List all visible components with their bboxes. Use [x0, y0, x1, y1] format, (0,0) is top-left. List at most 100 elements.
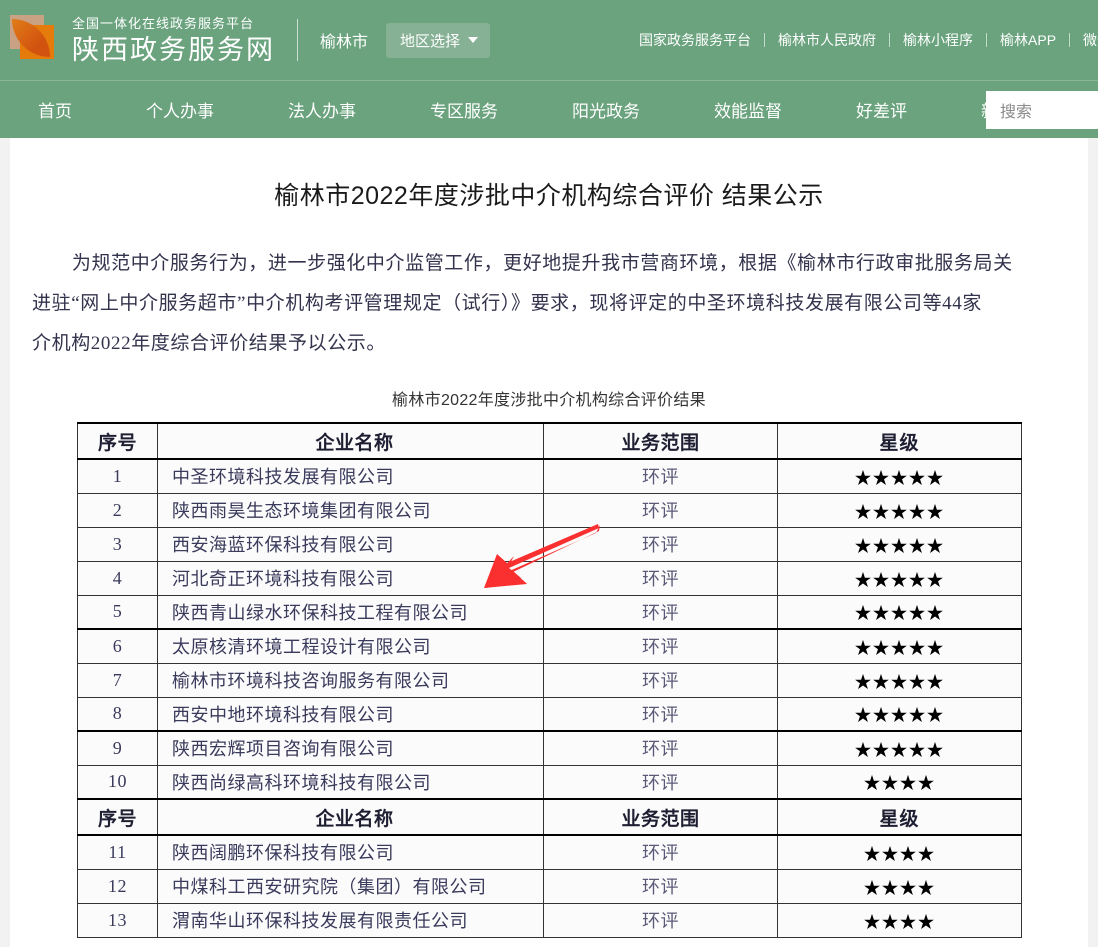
cell-index: 9: [77, 730, 158, 766]
table-row: 2 陕西雨昊生态环境集团有限公司 环评 ★★★★★: [77, 492, 1022, 528]
table-row: 6 太原核清环境工程设计有限公司 环评 ★★★★★: [77, 628, 1022, 664]
nav-item-home[interactable]: 首页: [38, 102, 72, 121]
region-select-button[interactable]: 地区选择: [386, 22, 491, 58]
cell-name: 太原核清环境工程设计有限公司: [157, 628, 544, 664]
region-select-label: 地区选择: [400, 32, 461, 50]
cell-scope: 环评: [543, 560, 778, 596]
top-link-miniprogram[interactable]: 榆林小程序: [903, 32, 974, 48]
cell-scope: 环评: [543, 662, 778, 698]
column-header-scope: 业务范围: [543, 422, 778, 460]
column-header-scope: 业务范围: [543, 798, 778, 836]
cell-name: 西安中地环境科技有限公司: [157, 696, 544, 732]
cell-scope: 环评: [543, 902, 778, 938]
results-table-wrapper: 序号 企业名称 业务范围 星级 1 中圣环境科技发展有限公司 环评 ★★★★★ …: [77, 422, 1022, 938]
table-row: 3 西安海蓝环保科技有限公司 环评 ★★★★★: [77, 526, 1022, 562]
cell-index: 5: [77, 594, 158, 630]
article-container: 榆林市2022年度涉批中介机构综合评价 结果公示 为规范中介服务行为，进一步强化…: [10, 138, 1088, 947]
cell-index: 1: [77, 458, 158, 494]
cell-scope: 环评: [543, 868, 778, 904]
column-header-stars: 星级: [777, 422, 1022, 460]
table-row: 7 榆林市环境科技咨询服务有限公司 环评 ★★★★★: [77, 662, 1022, 698]
cell-name: 渭南华山环保科技发展有限责任公司: [157, 902, 544, 938]
leaf-logo-icon[interactable]: [8, 12, 60, 68]
cell-scope: 环评: [543, 834, 778, 870]
search-placeholder-label: 搜索: [1000, 104, 1033, 121]
cell-scope: 环评: [543, 526, 778, 562]
cell-index: 13: [77, 902, 158, 938]
table-row: 5 陕西青山绿水环保科技工程有限公司 环评 ★★★★★: [77, 594, 1022, 630]
table-row: 12 中煤科工西安研究院（集团）有限公司 环评 ★★★★: [77, 868, 1022, 904]
top-link-yulin-gov[interactable]: 榆林市人民政府: [778, 32, 877, 48]
cell-scope: 环评: [543, 594, 778, 630]
chevron-down-icon: [468, 37, 479, 43]
top-link-separator: [986, 33, 988, 47]
cell-stars: ★★★★: [777, 834, 1022, 870]
site-header: 全国一体化在线政务服务平台 陕西政务服务网 榆林市 地区选择 国家政务服务平台 …: [0, 0, 1098, 80]
brand-block: 全国一体化在线政务服务平台 陕西政务服务网: [72, 15, 275, 66]
cell-stars: ★★★★: [777, 868, 1022, 904]
article-line-3: 介机构2022年度综合评价结果予以公示。: [32, 333, 387, 354]
nav-item-sunshine[interactable]: 阳光政务: [572, 102, 640, 121]
table-row: 11 陕西阔鹏环保科技有限公司 环评 ★★★★: [77, 834, 1022, 870]
column-header-stars: 星级: [777, 798, 1022, 836]
table-row: 13 渭南华山环保科技发展有限责任公司 环评 ★★★★: [77, 902, 1022, 938]
cell-name: 河北奇正环境科技有限公司: [157, 560, 544, 596]
cell-index: 8: [77, 696, 158, 732]
cell-stars: ★★★★: [777, 764, 1022, 800]
cell-name: 陕西宏辉项目咨询有限公司: [157, 730, 544, 766]
column-header-index: 序号: [77, 422, 158, 460]
table-row: 9 陕西宏辉项目咨询有限公司 环评 ★★★★★: [77, 730, 1022, 766]
top-link-separator: [1069, 33, 1071, 47]
cell-stars: ★★★★★: [777, 594, 1022, 630]
table-row: 8 西安中地环境科技有限公司 环评 ★★★★★: [77, 696, 1022, 732]
cell-index: 7: [77, 662, 158, 698]
top-link-national-platform[interactable]: 国家政务服务平台: [639, 32, 752, 48]
cell-scope: 环评: [543, 492, 778, 528]
top-link-separator: [889, 33, 891, 47]
cell-scope: 环评: [543, 764, 778, 800]
cell-stars: ★★★★★: [777, 458, 1022, 494]
cell-name: 陕西青山绿水环保科技工程有限公司: [157, 594, 544, 630]
top-link-wechat[interactable]: 微信公众号: [1083, 32, 1098, 48]
cell-stars: ★★★★: [777, 902, 1022, 938]
cell-stars: ★★★★★: [777, 662, 1022, 698]
nav-item-review[interactable]: 好差评: [856, 102, 907, 121]
table-row: 4 河北奇正环境科技有限公司 环评 ★★★★★: [77, 560, 1022, 596]
table-row: 10 陕西尚绿高科环境科技有限公司 环评 ★★★★: [77, 764, 1022, 800]
header-divider: [297, 19, 298, 61]
nav-item-legal[interactable]: 法人办事: [288, 102, 356, 121]
cell-index: 12: [77, 868, 158, 904]
table-header-row: 序号 企业名称 业务范围 星级: [77, 422, 1022, 460]
article-line-2: 进驻“网上中介服务超市”中介机构考评管理规定（试行）》要求，现将评定的中圣环境科…: [32, 293, 982, 314]
article-body: 为规范中介服务行为，进一步强化中介监管工作，更好地提升我市营商环境，根据《榆林市…: [10, 244, 1088, 364]
cell-stars: ★★★★★: [777, 560, 1022, 596]
cell-stars: ★★★★★: [777, 730, 1022, 766]
table-caption: 榆林市2022年度涉批中介机构综合评价结果: [392, 392, 706, 409]
table-row: 1 中圣环境科技发展有限公司 环评 ★★★★★: [77, 458, 1022, 494]
cell-name: 陕西阔鹏环保科技有限公司: [157, 834, 544, 870]
table-header-row-repeat: 序号 企业名称 业务范围 星级: [77, 798, 1022, 836]
cell-index: 4: [77, 560, 158, 596]
cell-index: 2: [77, 492, 158, 528]
top-link-app[interactable]: 榆林APP: [1000, 32, 1057, 48]
nav-item-efficiency[interactable]: 效能监督: [714, 102, 782, 121]
cell-index: 6: [77, 628, 158, 664]
top-link-separator: [764, 33, 766, 47]
cell-index: 3: [77, 526, 158, 562]
header-top-links: 国家政务服务平台 榆林市人民政府 榆林小程序 榆林APP 微信公众号 注册: [626, 30, 1098, 50]
main-nav: 首页 个人办事 法人办事 专区服务 阳光政务 效能监督 好差评 新闻公告 搜索: [0, 80, 1098, 138]
cell-scope: 环评: [543, 730, 778, 766]
nav-item-zone[interactable]: 专区服务: [430, 102, 498, 121]
current-city-label: 榆林市: [320, 34, 369, 51]
results-table: 序号 企业名称 业务范围 星级 1 中圣环境科技发展有限公司 环评 ★★★★★ …: [77, 422, 1022, 938]
cell-name: 中煤科工西安研究院（集团）有限公司: [157, 868, 544, 904]
cell-stars: ★★★★★: [777, 696, 1022, 732]
search-input[interactable]: 搜索: [986, 91, 1098, 129]
column-header-index: 序号: [77, 798, 158, 836]
cell-scope: 环评: [543, 696, 778, 732]
brand-subtitle: 全国一体化在线政务服务平台: [72, 15, 255, 31]
cell-index: 10: [77, 764, 158, 800]
nav-item-personal[interactable]: 个人办事: [146, 102, 214, 121]
cell-name: 陕西尚绿高科环境科技有限公司: [157, 764, 544, 800]
